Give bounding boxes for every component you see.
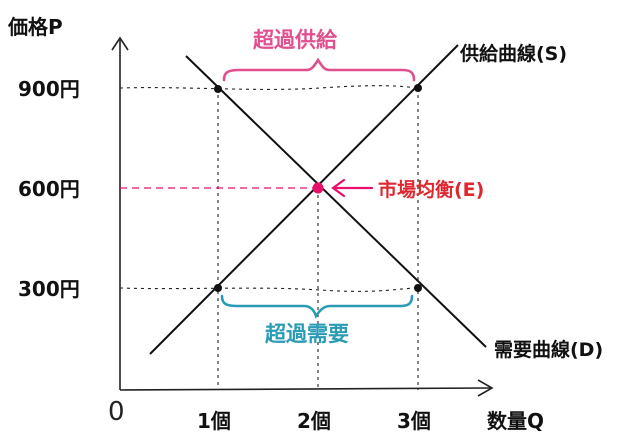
point-demand-300	[414, 284, 422, 292]
y-axis-arrow	[111, 36, 129, 51]
point-supply-300	[214, 284, 222, 292]
y-tick-300: 300円	[18, 277, 80, 301]
equilibrium-arrow	[331, 178, 374, 198]
supply-curve	[149, 44, 459, 355]
demand-curve-label: 需要曲線(D)	[494, 338, 603, 361]
equilibrium-label: 市場均衡(E)	[378, 178, 484, 201]
guide-300	[119, 287, 419, 292]
guide-900	[119, 85, 419, 90]
x-axis-label: 数量Q	[487, 409, 544, 433]
excess-supply-label: 超過供給	[253, 28, 338, 52]
y-tick-600: 600円	[18, 177, 80, 201]
y-axis-label: 価格P	[7, 15, 63, 39]
x-tick-3: 3個	[397, 409, 431, 433]
equilibrium-point	[312, 182, 324, 194]
y-tick-900: 900円	[18, 77, 80, 101]
guide-lines	[119, 85, 419, 390]
point-demand-900	[214, 85, 222, 93]
x-axis-arrow	[477, 379, 494, 397]
excess-demand-brace	[220, 294, 414, 319]
x-tick-1: 1個	[197, 409, 231, 433]
supply-curve-label: 供給曲線(S)	[459, 42, 567, 65]
excess-supply-brace	[222, 57, 416, 82]
origin-label: 0	[108, 397, 125, 427]
excess-demand-label: 超過需要	[265, 322, 349, 346]
point-supply-900	[414, 84, 422, 92]
x-tick-2: 2個	[297, 409, 331, 433]
demand-curve	[185, 55, 487, 348]
x-axis	[119, 387, 491, 391]
axes	[111, 36, 494, 397]
